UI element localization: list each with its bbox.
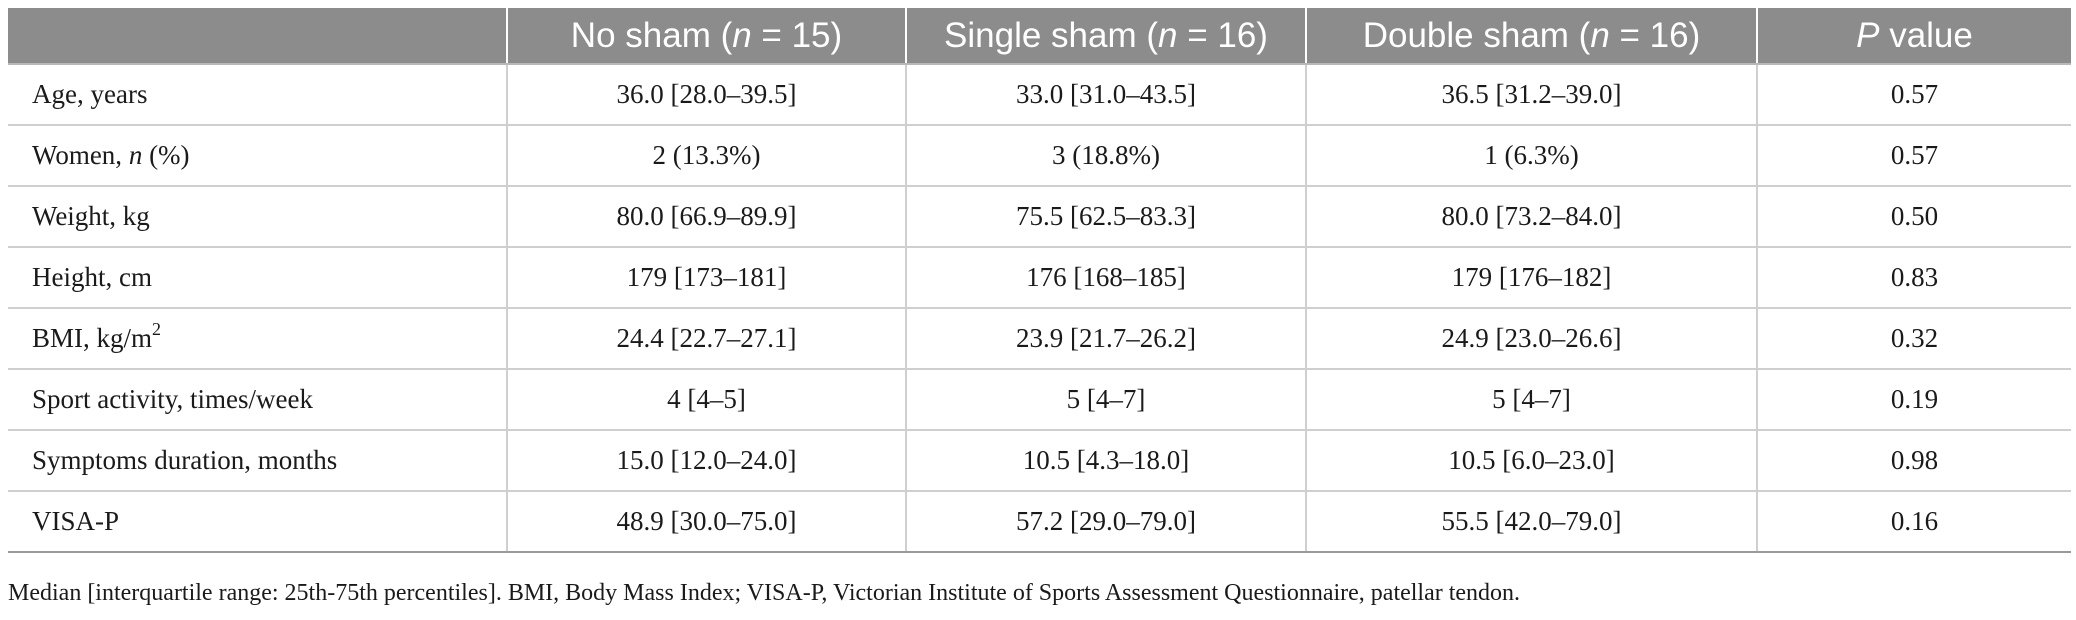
cell-double-sham: 24.9 [23.0–26.6] xyxy=(1305,308,1757,370)
table-row: BMI, kg/m2 24.4 [22.7–27.1] 23.9 [21.7–2… xyxy=(8,308,2071,370)
cell-no-sham: 80.0 [66.9–89.9] xyxy=(506,186,906,248)
row-label: Age, years xyxy=(8,64,507,126)
cell-p-value: 0.16 xyxy=(1756,491,2071,553)
header-no-sham: No sham (n = 15) xyxy=(506,8,906,65)
header-empty xyxy=(8,8,507,65)
cell-single-sham: 75.5 [62.5–83.3] xyxy=(905,186,1306,248)
header-row: No sham (n = 15) Single sham (n = 16) Do… xyxy=(8,8,2071,65)
cell-double-sham: 10.5 [6.0–23.0] xyxy=(1305,430,1757,492)
cell-p-value: 0.19 xyxy=(1756,369,2071,431)
table-row: Symptoms duration, months 15.0 [12.0–24.… xyxy=(8,430,2071,492)
header-single-sham: Single sham (n = 16) xyxy=(905,8,1306,65)
row-label: Weight, kg xyxy=(8,186,507,248)
cell-double-sham: 1 (6.3%) xyxy=(1305,125,1757,187)
table-row: Women, n (%) 2 (13.3%) 3 (18.8%) 1 (6.3%… xyxy=(8,125,2071,187)
table-row: Age, years 36.0 [28.0–39.5] 33.0 [31.0–4… xyxy=(8,64,2071,126)
table-row: Sport activity, times/week 4 [4–5] 5 [4–… xyxy=(8,369,2071,431)
row-label: VISA-P xyxy=(8,491,507,553)
table-row: Height, cm 179 [173–181] 176 [168–185] 1… xyxy=(8,247,2071,309)
cell-p-value: 0.98 xyxy=(1756,430,2071,492)
header-double-sham: Double sham (n = 16) xyxy=(1305,8,1757,65)
table-row: Weight, kg 80.0 [66.9–89.9] 75.5 [62.5–8… xyxy=(8,186,2071,248)
cell-double-sham: 36.5 [31.2–39.0] xyxy=(1305,64,1757,126)
cell-no-sham: 48.9 [30.0–75.0] xyxy=(506,491,906,553)
header-p-value: P value xyxy=(1756,8,2071,65)
cell-single-sham: 10.5 [4.3–18.0] xyxy=(905,430,1306,492)
cell-single-sham: 23.9 [21.7–26.2] xyxy=(905,308,1306,370)
cell-single-sham: 57.2 [29.0–79.0] xyxy=(905,491,1306,553)
cell-double-sham: 5 [4–7] xyxy=(1305,369,1757,431)
cell-double-sham: 80.0 [73.2–84.0] xyxy=(1305,186,1757,248)
row-label: BMI, kg/m2 xyxy=(8,308,507,370)
table-container: No sham (n = 15) Single sham (n = 16) Do… xyxy=(8,8,2071,553)
row-label: Height, cm xyxy=(8,247,507,309)
cell-single-sham: 5 [4–7] xyxy=(905,369,1306,431)
row-label: Women, n (%) xyxy=(8,125,507,187)
cell-p-value: 0.57 xyxy=(1756,64,2071,126)
cell-double-sham: 55.5 [42.0–79.0] xyxy=(1305,491,1757,553)
table-row: VISA-P 48.9 [30.0–75.0] 57.2 [29.0–79.0]… xyxy=(8,491,2071,553)
cell-single-sham: 3 (18.8%) xyxy=(905,125,1306,187)
cell-no-sham: 179 [173–181] xyxy=(506,247,906,309)
cell-p-value: 0.50 xyxy=(1756,186,2071,248)
cell-no-sham: 36.0 [28.0–39.5] xyxy=(506,64,906,126)
row-label: Sport activity, times/week xyxy=(8,369,507,431)
cell-p-value: 0.57 xyxy=(1756,125,2071,187)
cell-single-sham: 176 [168–185] xyxy=(905,247,1306,309)
cell-p-value: 0.32 xyxy=(1756,308,2071,370)
baseline-characteristics-table: No sham (n = 15) Single sham (n = 16) Do… xyxy=(8,8,2071,553)
cell-no-sham: 4 [4–5] xyxy=(506,369,906,431)
cell-double-sham: 179 [176–182] xyxy=(1305,247,1757,309)
table-footnote: Median [interquartile range: 25th-75th p… xyxy=(8,580,1521,606)
cell-p-value: 0.83 xyxy=(1756,247,2071,309)
cell-no-sham: 24.4 [22.7–27.1] xyxy=(506,308,906,370)
row-label: Symptoms duration, months xyxy=(8,430,507,492)
cell-single-sham: 33.0 [31.0–43.5] xyxy=(905,64,1306,126)
cell-no-sham: 15.0 [12.0–24.0] xyxy=(506,430,906,492)
cell-no-sham: 2 (13.3%) xyxy=(506,125,906,187)
